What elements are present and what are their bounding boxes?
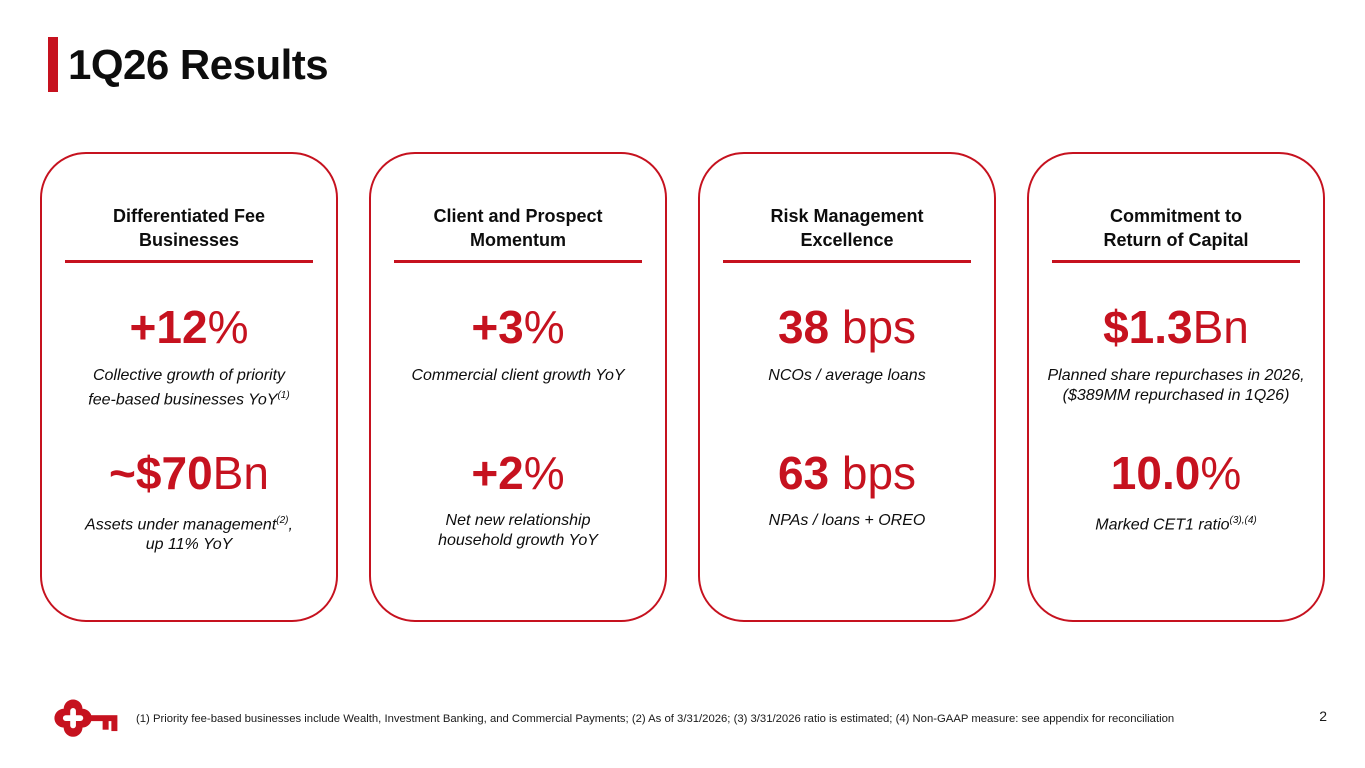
stat-value: 10.0% — [1110, 447, 1242, 499]
card-title: Commitment to Return of Capital — [1103, 206, 1249, 250]
card-title-underline — [1052, 260, 1300, 263]
keybank-key-logo-icon — [50, 696, 122, 744]
stat-value: 63 bps — [777, 447, 917, 499]
stat-caption: Commercial client growth YoY — [411, 367, 625, 384]
title-accent-bar — [48, 37, 58, 92]
page-title: 1Q26 Results — [68, 41, 329, 88]
cards-row: Differentiated Fee Businesses +12% Collecti… — [40, 152, 1325, 622]
stat-caption: NPAs / loans + OREO — [768, 512, 926, 529]
stat-value: +3% — [471, 301, 565, 353]
card-differentiated-fee-businesses: Differentiated Fee Businesses +12% Collecti… — [40, 152, 338, 622]
stat-value: 38 bps — [777, 301, 917, 353]
card-title: Client and Prospect Momentum — [433, 206, 603, 250]
stat-caption: Collective growth of priority fee-based b… — [88, 367, 290, 409]
slide-footer: (1) Priority fee-based businesses includ… — [0, 698, 1365, 768]
card-title: Differentiated Fee Businesses — [112, 206, 266, 250]
card-title-underline — [723, 260, 971, 263]
stat-value: ~$70Bn — [109, 447, 269, 499]
stat-caption: Net new relationship household growth YoY — [438, 512, 598, 549]
stat-value: $1.3Bn — [1103, 301, 1249, 353]
stat-value: +12% — [129, 301, 249, 353]
card-commitment-to-return-of-capital: Commitment to Return of Capital $1.3Bn Plan… — [1027, 152, 1325, 622]
footnote: (1) Priority fee-based businesses includ… — [136, 713, 1175, 725]
card-title-underline — [394, 260, 642, 263]
stat-caption: Assets under management(2), up 11% YoY — [85, 515, 293, 554]
stat-caption: NCOs / average loans — [768, 367, 926, 384]
page-number: 2 — [1319, 708, 1327, 724]
card-title-underline — [65, 260, 313, 263]
stat-value: +2% — [471, 447, 565, 499]
slide-header: 1Q26 Results — [48, 37, 329, 92]
card-risk-management-excellence: Risk Management Excellence 38 bps NCOs / av… — [698, 152, 996, 622]
card-client-and-prospect-momentum: Client and Prospect Momentum +3% Commercial… — [369, 152, 667, 622]
card-title: Risk Management Excellence — [770, 206, 924, 250]
stat-caption: Planned share repurchases in 2026, ($389M… — [1047, 367, 1305, 404]
stat-caption: Marked CET1 ratio(3),(4) — [1095, 515, 1257, 534]
